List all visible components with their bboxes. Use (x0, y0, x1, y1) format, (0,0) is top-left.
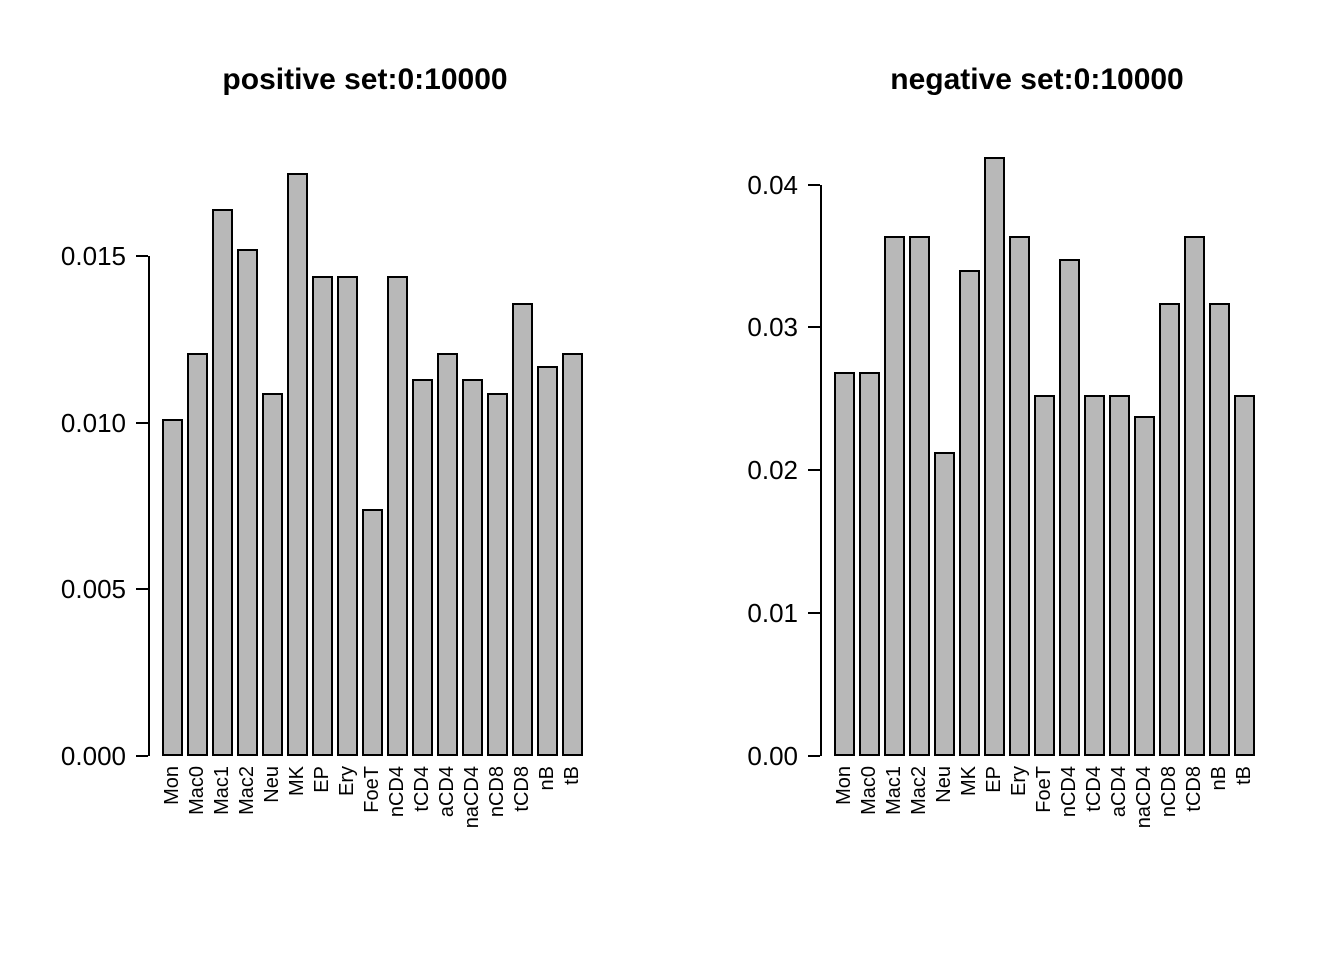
bar-nCD4 (1059, 258, 1080, 756)
x-tick-label: naCD4 (1133, 766, 1155, 829)
bar-nCD8 (1159, 303, 1180, 756)
x-tick-label: Ery (336, 766, 358, 796)
y-tick-label: 0.015 (60, 241, 126, 271)
y-tick-label: 0.03 (747, 312, 798, 343)
y-tick-label: 0.000 (60, 741, 126, 771)
x-tick-label: FoeT (361, 766, 383, 813)
y-tick-label: 0.02 (747, 455, 798, 486)
x-tick-label: nB (1208, 766, 1230, 791)
bar-Neu (934, 451, 955, 756)
x-tick-label: Neu (933, 766, 955, 803)
y-axis-line (148, 256, 150, 756)
x-tick-label: Ery (1008, 766, 1030, 796)
bar-Mac0 (187, 352, 208, 756)
x-tick-label: nB (536, 766, 558, 791)
bar-FoeT (1034, 394, 1055, 756)
x-tick-label: nCD4 (386, 766, 408, 818)
y-tick-label: 0.005 (60, 574, 126, 605)
x-tick-label: nCD4 (1058, 766, 1080, 818)
x-tick-label: Mac2 (236, 766, 258, 815)
x-tick-label: EP (311, 766, 333, 793)
bar-Neu (262, 392, 283, 756)
y-tick-mark (808, 183, 820, 186)
panel-positive: positive set:0:10000 0.000 0.005 0.010 0.01… (60, 63, 583, 829)
bar-Mon (834, 371, 855, 756)
y-tick-label: 0.010 (60, 407, 126, 438)
y-axis-line (820, 184, 822, 756)
bar-EP (984, 157, 1005, 756)
x-tick-label: Mon (161, 766, 183, 805)
x-tick-label: tB (1233, 766, 1255, 785)
x-tick-label: Mon (833, 766, 855, 805)
bar-FoeT (362, 509, 383, 756)
chart-title-negative: negative set:0:10000 (890, 63, 1184, 96)
bar-nCD8 (487, 392, 508, 756)
bar-tCD8 (512, 302, 533, 756)
bar-nCD4 (387, 276, 408, 756)
y-tick-mark (808, 612, 820, 615)
y-tick-mark (136, 755, 148, 757)
x-tick-label: MK (286, 766, 308, 796)
x-tick-label: nCD8 (486, 766, 508, 818)
y-tick-mark (808, 469, 820, 472)
y-tick-mark (136, 421, 148, 424)
x-tick-label: naCD4 (461, 766, 483, 829)
bar-Mac1 (212, 209, 233, 756)
plot-area-positive: 0.000 0.005 0.010 0.015 Mon Mac0 Mac1 Mac2 Neu MK… (60, 172, 583, 829)
y-tick-label: 0.00 (747, 741, 798, 771)
y-tick-mark (808, 755, 820, 757)
plot-area-negative: 0.00 0.01 0.02 0.03 0.04 Mon Mac0 Mac1 Mac2 Neu MK… (672, 0, 1344, 960)
x-tick-label: tCD4 (411, 766, 433, 812)
bar-Mac1 (884, 236, 905, 756)
bar-tB (1234, 394, 1255, 756)
x-tick-label: tCD4 (1083, 766, 1105, 812)
x-tick-label: Mac1 (211, 766, 233, 815)
x-tick-label: aCD4 (436, 766, 458, 818)
bar-tCD4 (1084, 394, 1105, 756)
x-tick-label: tCD8 (511, 766, 533, 812)
x-tick-label: Mac0 (186, 766, 208, 815)
x-tick-label: Mac0 (858, 766, 880, 815)
bar-naCD4 (462, 379, 483, 756)
bar-MK (287, 172, 308, 756)
bar-Mon (162, 419, 183, 756)
y-tick-mark (136, 255, 148, 257)
panel-negative: negative set:0:10000 0.00 0.01 0.02 0.03 0.0… (672, 0, 1344, 960)
bar-tB (562, 352, 583, 756)
bar-nB (1209, 303, 1230, 756)
y-tick-mark (136, 588, 148, 591)
y-tick-mark (808, 326, 820, 329)
x-tick-label: nCD8 (1158, 766, 1180, 818)
bar-Mac2 (237, 249, 258, 756)
x-tick-label: MK (958, 766, 980, 796)
bar-Ery (337, 276, 358, 756)
x-tick-label: tB (561, 766, 583, 785)
x-tick-label: FoeT (1033, 766, 1055, 813)
bar-nB (537, 366, 558, 756)
bar-Mac0 (859, 371, 880, 756)
x-tick-label: EP (983, 766, 1005, 793)
y-tick-label: 0.01 (747, 598, 798, 629)
bar-naCD4 (1134, 416, 1155, 756)
bar-aCD4 (1109, 394, 1130, 756)
bar-tCD8 (1184, 236, 1205, 756)
bar-Ery (1009, 236, 1030, 756)
x-tick-label: Mac2 (908, 766, 930, 815)
bar-MK (959, 270, 980, 756)
y-tick-label: 0.04 (747, 169, 798, 200)
x-tick-label: aCD4 (1108, 766, 1130, 818)
bar-aCD4 (437, 352, 458, 756)
bar-EP (312, 276, 333, 756)
bar-Mac2 (909, 236, 930, 756)
bar-tCD4 (412, 379, 433, 756)
x-tick-label: Mac1 (883, 766, 905, 815)
x-tick-label: tCD8 (1183, 766, 1205, 812)
chart-title-positive: positive set:0:10000 (222, 63, 508, 96)
x-tick-label: Neu (261, 766, 283, 803)
